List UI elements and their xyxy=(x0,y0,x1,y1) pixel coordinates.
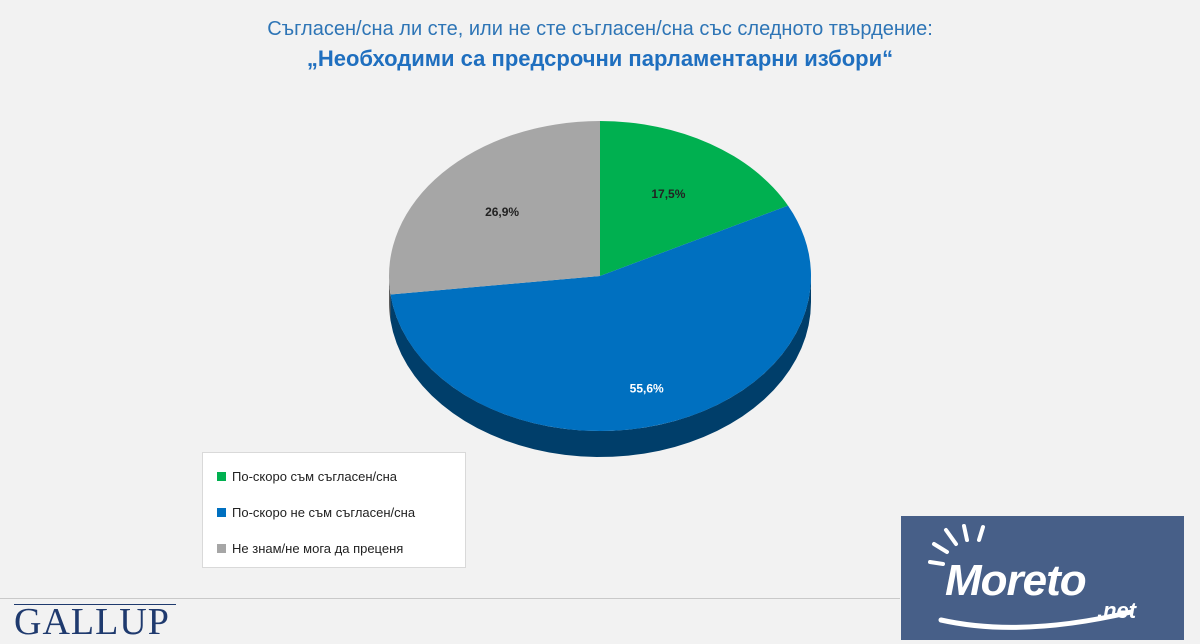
gallup-logo: GALLUP xyxy=(14,601,170,643)
gallup-logo-rule xyxy=(14,604,176,605)
moreto-watermark: Moreto .net xyxy=(901,516,1184,640)
data-label-dont-know: 26,9% xyxy=(485,205,519,219)
legend-item-agree: По-скоро съм съгласен/сна xyxy=(217,469,397,484)
legend-swatch-agree xyxy=(217,472,226,481)
pie-slice-dont-know xyxy=(388,121,600,295)
legend-label-disagree: По-скоро не съм съгласен/сна xyxy=(232,505,416,520)
legend-item-dont-know: Не знам/не мога да преценя xyxy=(217,541,403,556)
pie-slice-agree xyxy=(600,121,788,276)
chart-title: Съгласен/сна ли сте, или не сте съгласен… xyxy=(267,18,933,40)
data-label-disagree: 55,6% xyxy=(630,382,664,396)
moreto-net-suffix: .net xyxy=(1097,598,1137,623)
footer-rule xyxy=(0,598,900,599)
pie-side-dont-know xyxy=(389,276,391,321)
pie-side-disagree xyxy=(390,276,811,457)
chart-subtitle: „Необходими са предсрочни парламентарни … xyxy=(306,46,894,71)
legend-label-dont-know: Не знам/не мога да преценя xyxy=(232,541,404,556)
data-label-agree: 17,5% xyxy=(651,187,685,201)
legend-swatch-dont-know xyxy=(217,544,226,553)
sun-icon xyxy=(928,524,1134,630)
legend: По-скоро съм съгласен/сна По-скоро не съ… xyxy=(202,452,466,568)
legend-label-agree: По-скоро съм съгласен/сна xyxy=(232,469,398,484)
moreto-wordmark: Moreto xyxy=(945,556,1087,605)
pie-slice-disagree xyxy=(390,205,811,431)
legend-item-disagree: По-скоро не съм съгласен/сна xyxy=(217,505,415,520)
legend-swatch-disagree xyxy=(217,508,226,517)
